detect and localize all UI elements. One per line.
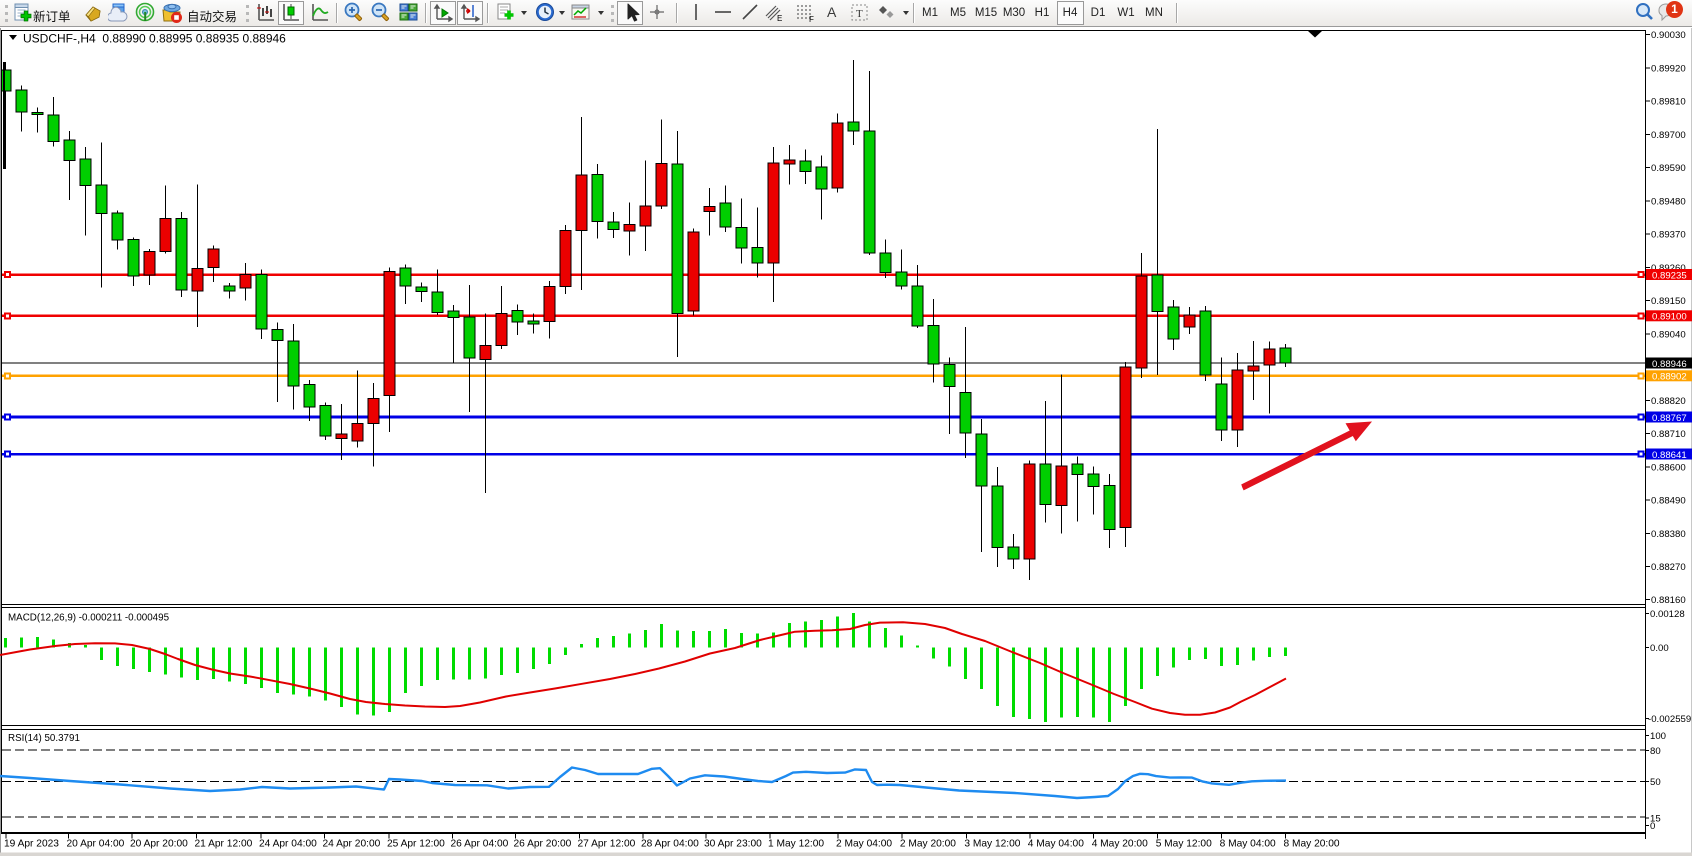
svg-text:0.88946: 0.88946 — [1652, 359, 1687, 370]
svg-text:25 Apr 12:00: 25 Apr 12:00 — [387, 839, 445, 850]
svg-text:8 May 20:00: 8 May 20:00 — [1284, 839, 1340, 850]
svg-text:-0.002559: -0.002559 — [1648, 714, 1691, 725]
svg-text:0.88380: 0.88380 — [1651, 529, 1686, 540]
svg-text:50: 50 — [1650, 777, 1661, 788]
svg-text:2 May 20:00: 2 May 20:00 — [900, 839, 956, 850]
svg-text:USDCHF-,H4 0.88990 0.88995 0.: USDCHF-,H4 0.88990 0.88995 0.88935 0.889… — [23, 32, 286, 46]
svg-text:0.89810: 0.89810 — [1651, 97, 1686, 108]
svg-text:0.89920: 0.89920 — [1651, 63, 1686, 74]
svg-text:24 Apr 20:00: 24 Apr 20:00 — [323, 839, 381, 850]
svg-text:0.89480: 0.89480 — [1651, 196, 1686, 207]
svg-text:0.88600: 0.88600 — [1651, 462, 1686, 473]
svg-text:0.88820: 0.88820 — [1651, 396, 1686, 407]
svg-text:28 Apr 04:00: 28 Apr 04:00 — [641, 839, 699, 850]
svg-text:0.00128: 0.00128 — [1650, 609, 1685, 620]
svg-text:8 May 04:00: 8 May 04:00 — [1220, 839, 1276, 850]
svg-text:0.89590: 0.89590 — [1651, 163, 1686, 174]
svg-text:80: 80 — [1650, 746, 1661, 757]
svg-text:5 May 12:00: 5 May 12:00 — [1156, 839, 1212, 850]
svg-text:0.88767: 0.88767 — [1652, 413, 1687, 424]
svg-text:0.89040: 0.89040 — [1651, 329, 1686, 340]
svg-text:26 Apr 04:00: 26 Apr 04:00 — [451, 839, 509, 850]
svg-text:0.88710: 0.88710 — [1651, 429, 1686, 440]
svg-text:E: E — [777, 14, 782, 23]
svg-text:0: 0 — [1650, 821, 1655, 832]
svg-text:T: T — [856, 8, 863, 20]
svg-text:27 Apr 12:00: 27 Apr 12:00 — [578, 839, 636, 850]
svg-text:24 Apr 04:00: 24 Apr 04:00 — [259, 839, 317, 850]
svg-text:0.89700: 0.89700 — [1651, 130, 1686, 141]
svg-text:0.90030: 0.90030 — [1651, 30, 1686, 41]
svg-text:0.00: 0.00 — [1650, 643, 1669, 654]
svg-text:4 May 04:00: 4 May 04:00 — [1028, 839, 1084, 850]
svg-text:0.88902: 0.88902 — [1652, 372, 1687, 383]
svg-text:21 Apr 12:00: 21 Apr 12:00 — [195, 839, 253, 850]
svg-text:0.89370: 0.89370 — [1651, 230, 1686, 241]
svg-text:MACD(12,26,9) -0.000211 -0.000: MACD(12,26,9) -0.000211 -0.000495 — [8, 613, 170, 624]
svg-text:20 Apr 04:00: 20 Apr 04:00 — [67, 839, 125, 850]
svg-text:0.88490: 0.88490 — [1651, 496, 1686, 507]
svg-text:2 May 04:00: 2 May 04:00 — [836, 839, 892, 850]
svg-text:20 Apr 20:00: 20 Apr 20:00 — [130, 839, 188, 850]
svg-text:F: F — [809, 15, 814, 24]
svg-text:0.89260: 0.89260 — [1651, 263, 1686, 274]
svg-text:4 May 20:00: 4 May 20:00 — [1092, 839, 1148, 850]
svg-text:RSI(14) 50.3791: RSI(14) 50.3791 — [8, 733, 80, 744]
svg-text:1 May 12:00: 1 May 12:00 — [768, 839, 824, 850]
svg-text:15: 15 — [1650, 814, 1661, 825]
svg-text:0.88641: 0.88641 — [1652, 450, 1687, 461]
svg-text:100: 100 — [1650, 731, 1666, 742]
svg-text:0.89100: 0.89100 — [1652, 312, 1687, 323]
svg-text:0.88270: 0.88270 — [1651, 562, 1686, 573]
svg-text:3 May 12:00: 3 May 12:00 — [964, 839, 1020, 850]
svg-text:0.89235: 0.89235 — [1652, 270, 1687, 281]
svg-text:19 Apr 2023: 19 Apr 2023 — [4, 839, 59, 850]
svg-text:0.88160: 0.88160 — [1651, 595, 1686, 606]
svg-text:30 Apr 23:00: 30 Apr 23:00 — [704, 839, 762, 850]
svg-text:0.89150: 0.89150 — [1651, 296, 1686, 307]
svg-text:26 Apr 20:00: 26 Apr 20:00 — [514, 839, 572, 850]
